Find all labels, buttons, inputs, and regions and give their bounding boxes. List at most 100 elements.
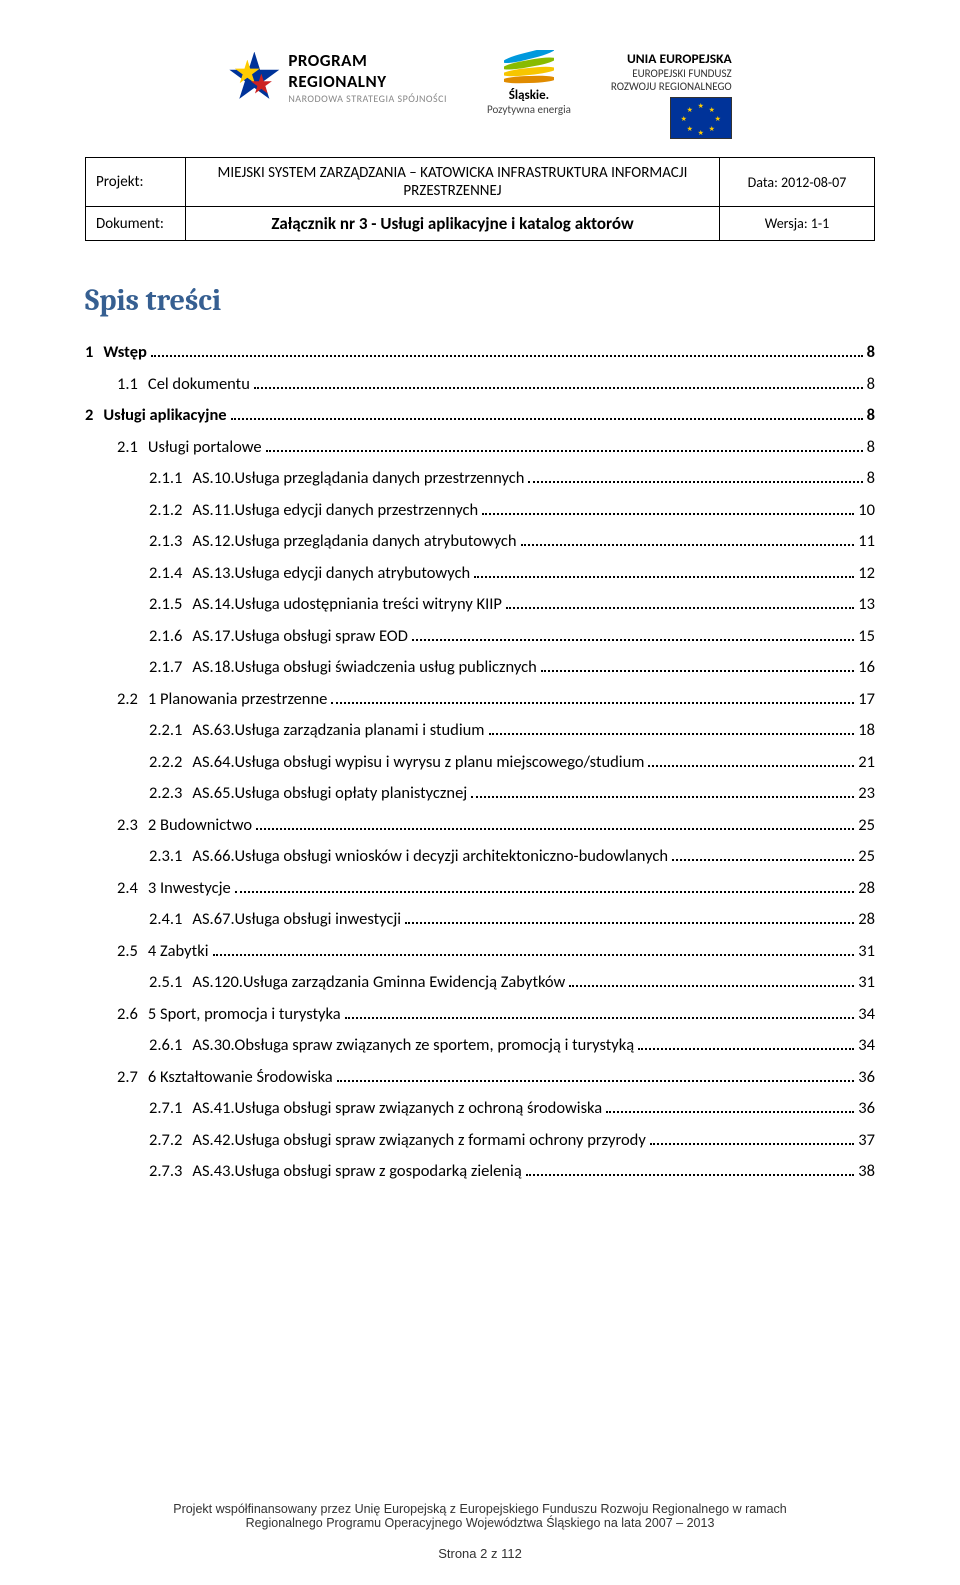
toc-leader-dots [526,1174,855,1176]
toc-page: 34 [858,1037,875,1054]
toc-leader-dots [337,1080,855,1082]
toc-label: AS.120.Usługa zarządzania Gminna Ewidenc… [192,974,565,991]
toc-page: 36 [858,1069,875,1086]
toc-label: AS.10.Usługa przeglądania danych przestr… [192,470,524,487]
header-dokument-title: Załącznik nr 3 - Usługi aplikacyjne i ka… [186,207,720,241]
toc-label: AS.65.Usługa obsługi opłaty planistyczne… [192,785,467,802]
toc-number: 1 [85,344,93,361]
toc-entry[interactable]: 2.4.1AS.67.Usługa obsługi inwestycji28 [149,911,875,928]
toc-entry[interactable]: 2.32 Budownictwo25 [117,817,875,834]
toc-leader-dots [650,1143,854,1145]
logo-text: Pozytywna energia [487,103,571,116]
toc-number: 2.2.1 [149,722,182,739]
logo-bar: PROGRAM REGIONALNY NARODOWA STRATEGIA SP… [85,50,875,139]
header-dokument-label: Dokument: [86,207,186,241]
toc-entry[interactable]: 2.1.2AS.11.Usługa edycji danych przestrz… [149,502,875,519]
toc-leader-dots [521,544,855,546]
toc-number: 2.3.1 [149,848,182,865]
toc-label: 6 Kształtowanie Środowiska [148,1069,333,1086]
toc-leader-dots [474,576,854,578]
toc-leader-dots [213,954,855,956]
swirl-icon [504,50,554,86]
toc-leader-dots [345,1017,855,1019]
toc-entry[interactable]: 2.2.1AS.63.Usługa zarządzania planami i … [149,722,875,739]
toc-label: AS.67.Usługa obsługi inwestycji [192,911,401,928]
toc-entry[interactable]: 2.2.2AS.64.Usługa obsługi wypisu i wyrys… [149,754,875,771]
toc-entry[interactable]: 2.7.2AS.42.Usługa obsługi spraw związany… [149,1132,875,1149]
toc-entry[interactable]: 2.1.4AS.13.Usługa edycji danych atrybuto… [149,565,875,582]
doc-header-table: Projekt: MIEJSKI SYSTEM ZARZĄDZANIA – KA… [85,157,875,241]
toc-entry[interactable]: 2.7.3AS.43.Usługa obsługi spraw z gospod… [149,1163,875,1180]
toc-number: 2.7.1 [149,1100,182,1117]
logo-program-regionalny: PROGRAM REGIONALNY NARODOWA STRATEGIA SP… [228,50,447,105]
toc-page: 36 [858,1100,875,1117]
footer-line: Projekt współfinansowany przez Unię Euro… [0,1502,960,1516]
toc-page: 18 [858,722,875,739]
page-number: Strona 2 z 112 [0,1546,960,1561]
toc-entry[interactable]: 1.1Cel dokumentu8 [117,376,875,393]
toc-label: 4 Zabytki [148,943,209,960]
toc-page: 15 [858,628,875,645]
toc-page: 38 [858,1163,875,1180]
toc-label: AS.18.Usługa obsługi świadczenia usług p… [192,659,536,676]
toc-page: 16 [858,659,875,676]
star-icon [228,52,280,104]
logo-text: EUROPEJSKI FUNDUSZ [611,67,732,80]
toc-entry[interactable]: 2.1.1 AS.10.Usługa przeglądania danych pr… [149,470,875,487]
toc-page: 8 [867,407,875,424]
toc-number: 2.1.1 [149,470,182,487]
toc-label: Usługi portalowe [148,439,262,456]
toc-number: 2.4 [117,880,138,897]
toc-label: Cel dokumentu [148,376,250,393]
toc-entry[interactable]: 2.1.5AS.14.Usługa udostępniania treści w… [149,596,875,613]
toc-entry[interactable]: 2.43 Inwestycje28 [117,880,875,897]
toc-entry[interactable]: 2.1.7 AS.18.Usługa obsługi świadczenia us… [149,659,875,676]
toc-number: 2 [85,407,93,424]
logo-text: UNIA EUROPEJSKA [611,50,732,67]
toc-entry[interactable]: 2.6.1AS.30.Obsługa spraw związanych ze s… [149,1037,875,1054]
toc-number: 2.1.6 [149,628,182,645]
toc-entry[interactable]: 2.1Usługi portalowe8 [117,439,875,456]
toc-label: AS.42.Usługa obsługi spraw związanych z … [192,1132,645,1149]
toc-entry[interactable]: 2.21 Planowania przestrzenne17 [117,691,875,708]
toc-entry[interactable]: 2.1.6 AS.17.Usługa obsługi spraw EOD 15 [149,628,875,645]
table-of-contents: 1Wstęp8 1.1Cel dokumentu8 2Usługi aplikacy… [85,344,875,1180]
toc-leader-dots [471,796,854,798]
toc-number: 2.1.3 [149,533,182,550]
toc-page: 21 [858,754,875,771]
toc-leader-dots [638,1048,854,1050]
header-data: Data: 2012-08-07 [720,158,875,207]
toc-entry[interactable]: 2.65 Sport, promocja i turystyka34 [117,1006,875,1023]
toc-entry[interactable]: 2.76 Kształtowanie Środowiska36 [117,1069,875,1086]
toc-number: 2.5.1 [149,974,182,991]
toc-page: 12 [858,565,875,582]
toc-entry[interactable]: 2.5.1 AS.120.Usługa zarządzania Gminna Ew… [149,974,875,991]
toc-number: 2.1.4 [149,565,182,582]
toc-page: 8 [867,439,875,456]
toc-leader-dots [648,765,854,767]
toc-entry[interactable]: 2.3.1AS.66.Usługa obsługi wniosków i dec… [149,848,875,865]
toc-number: 2.1.7 [149,659,182,676]
toc-leader-dots [405,922,854,924]
logo-slaskie: Śląskie. Pozytywna energia [487,50,571,116]
toc-page: 11 [858,533,875,550]
toc-label: AS.14.Usługa udostępniania treści witryn… [192,596,502,613]
logo-text: PROGRAM [288,50,447,71]
toc-entry[interactable]: 2Usługi aplikacyjne8 [85,407,875,424]
toc-page: 17 [858,691,875,708]
toc-entry[interactable]: 1Wstęp8 [85,344,875,361]
toc-entry[interactable]: 2.1.3AS.12.Usługa przeglądania danych at… [149,533,875,550]
toc-leader-dots [412,639,854,641]
toc-page: 13 [858,596,875,613]
toc-label: AS.17.Usługa obsługi spraw EOD [192,628,407,645]
toc-entry[interactable]: 2.54 Zabytki31 [117,943,875,960]
toc-page: 25 [858,817,875,834]
header-wersja: Wersja: 1-1 [720,207,875,241]
toc-entry[interactable]: 2.7.1AS.41.Usługa obsługi spraw związany… [149,1100,875,1117]
toc-page: 31 [858,974,875,991]
toc-label: 2 Budownictwo [148,817,252,834]
toc-entry[interactable]: 2.2.3AS.65.Usługa obsługi opłaty planist… [149,785,875,802]
toc-number: 2.4.1 [149,911,182,928]
toc-leader-dots [151,355,863,357]
toc-page: 10 [858,502,875,519]
